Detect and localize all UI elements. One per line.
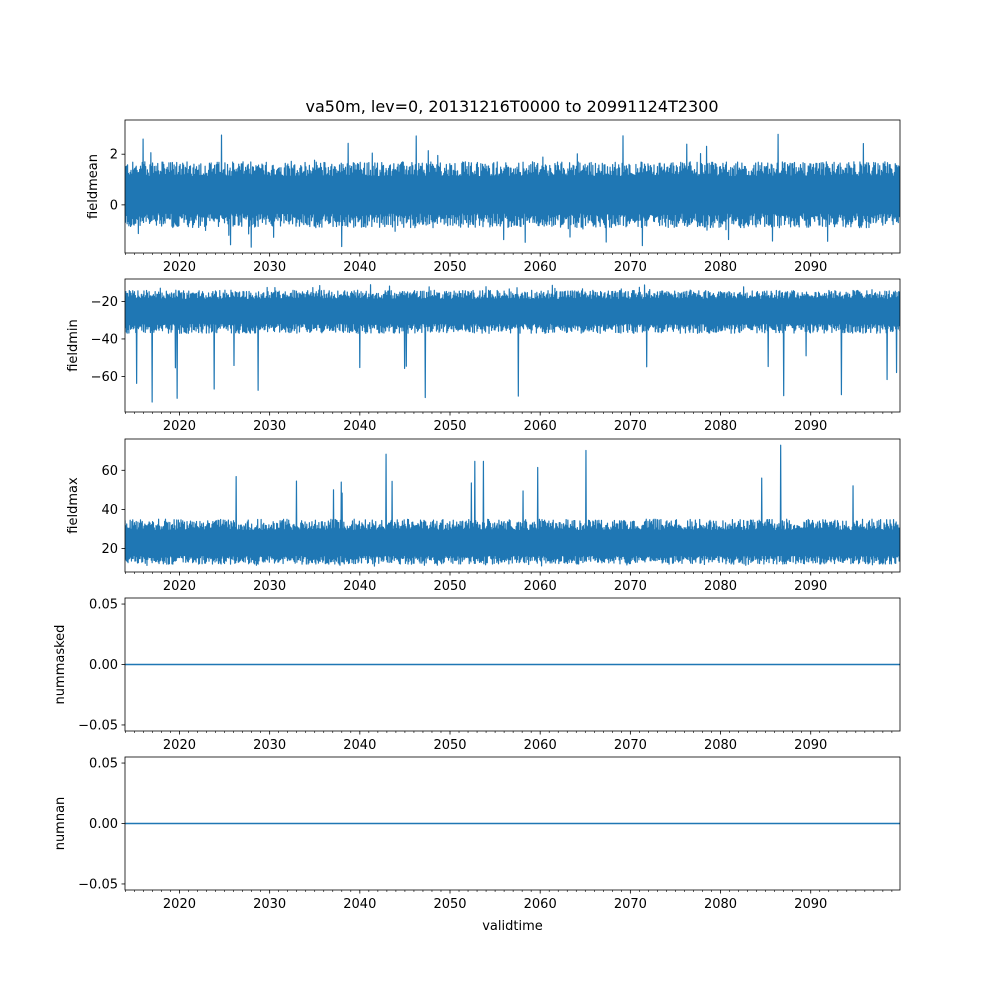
x-tick-label: 2020 bbox=[163, 579, 196, 594]
y-tick-label: 40 bbox=[101, 503, 118, 518]
x-tick-label: 2040 bbox=[343, 260, 376, 275]
x-tick-label: 2090 bbox=[794, 260, 827, 275]
y-axis-label: fieldmin bbox=[66, 319, 81, 372]
y-axis-label: fieldmax bbox=[66, 477, 81, 534]
y-tick-label: 0.00 bbox=[89, 658, 118, 673]
x-tick-label: 2090 bbox=[794, 419, 827, 434]
x-tick-label: 2060 bbox=[524, 579, 557, 594]
x-tick-label: 2040 bbox=[343, 738, 376, 753]
y-tick-label: 0 bbox=[110, 198, 118, 213]
x-tick-label: 2080 bbox=[704, 897, 737, 912]
x-tick-label: 2060 bbox=[524, 419, 557, 434]
x-tick-label: 2050 bbox=[433, 579, 466, 594]
x-tick-label: 2070 bbox=[614, 738, 647, 753]
x-tick-label: 2090 bbox=[794, 579, 827, 594]
subplot-fieldmean: 0 2 2020 2030 2040 2050 2060 2070 2080 2090 fieldm… bbox=[86, 119, 901, 275]
x-tick-label: 2030 bbox=[253, 419, 286, 434]
x-tick-label: 2040 bbox=[343, 419, 376, 434]
x-tick-label: 2070 bbox=[614, 260, 647, 275]
x-tick-label: 2070 bbox=[614, 897, 647, 912]
x-tick-label: 2060 bbox=[524, 260, 557, 275]
x-tick-label: 2030 bbox=[253, 897, 286, 912]
series-line-fieldmean bbox=[125, 133, 900, 248]
x-tick-label: 2090 bbox=[794, 738, 827, 753]
axes-frame bbox=[124, 438, 901, 573]
subplot-fieldmin: −60 −40 −20 2020 2030 2040 2050 2060 2070 2080 209… bbox=[66, 278, 901, 434]
x-tick-label: 2050 bbox=[433, 260, 466, 275]
axes-frame bbox=[124, 119, 901, 254]
x-tick-label: 2060 bbox=[524, 897, 557, 912]
y-axis-label: fieldmean bbox=[86, 154, 101, 219]
x-tick-label: 2050 bbox=[433, 897, 466, 912]
series-line-fieldmin bbox=[125, 284, 900, 403]
x-tick-label: 2040 bbox=[343, 897, 376, 912]
y-tick-label: 0.00 bbox=[89, 817, 118, 832]
y-tick-label: −20 bbox=[91, 295, 118, 310]
subplot-numnan: −0.05 0.00 0.05 2020 2030 2040 2050 2060 2070 208… bbox=[53, 757, 901, 934]
x-tick-label: 2090 bbox=[794, 897, 827, 912]
axes-frame bbox=[124, 278, 901, 413]
x-tick-label: 2030 bbox=[253, 579, 286, 594]
x-tick-label: 2080 bbox=[704, 738, 737, 753]
series-line-fieldmax bbox=[125, 444, 900, 567]
y-tick-label: −60 bbox=[91, 370, 118, 385]
y-tick-label: −40 bbox=[91, 332, 118, 347]
y-tick-label: 0.05 bbox=[89, 598, 118, 613]
y-tick-label: −0.05 bbox=[78, 718, 118, 733]
x-tick-label: 2020 bbox=[163, 260, 196, 275]
x-tick-label: 2030 bbox=[253, 260, 286, 275]
y-tick-label: 60 bbox=[101, 464, 118, 479]
x-tick-label: 2030 bbox=[253, 738, 286, 753]
y-tick-label: 0.05 bbox=[89, 757, 118, 772]
x-tick-label: 2020 bbox=[163, 738, 196, 753]
subplot-nummasked: −0.05 0.00 0.05 2020 2030 2040 2050 2060 2070 208… bbox=[53, 598, 901, 753]
y-tick-label: 2 bbox=[110, 148, 118, 163]
chart-title: va50m, lev=0, 20131216T0000 to 20991124T… bbox=[306, 97, 719, 116]
y-axis-label: nummasked bbox=[53, 625, 68, 705]
x-tick-label: 2050 bbox=[433, 738, 466, 753]
x-tick-label: 2020 bbox=[163, 419, 196, 434]
x-tick-label: 2070 bbox=[614, 419, 647, 434]
x-tick-label: 2080 bbox=[704, 419, 737, 434]
x-tick-label: 2020 bbox=[163, 897, 196, 912]
x-tick-label: 2060 bbox=[524, 738, 557, 753]
y-tick-label: −0.05 bbox=[78, 877, 118, 892]
x-tick-label: 2070 bbox=[614, 579, 647, 594]
y-tick-label: 20 bbox=[101, 542, 118, 557]
x-tick-label: 2080 bbox=[704, 260, 737, 275]
x-tick-label: 2050 bbox=[433, 419, 466, 434]
x-tick-label: 2080 bbox=[704, 579, 737, 594]
x-tick-label: 2040 bbox=[343, 579, 376, 594]
x-axis-label: validtime bbox=[482, 919, 543, 934]
y-axis-label: numnan bbox=[53, 797, 68, 851]
